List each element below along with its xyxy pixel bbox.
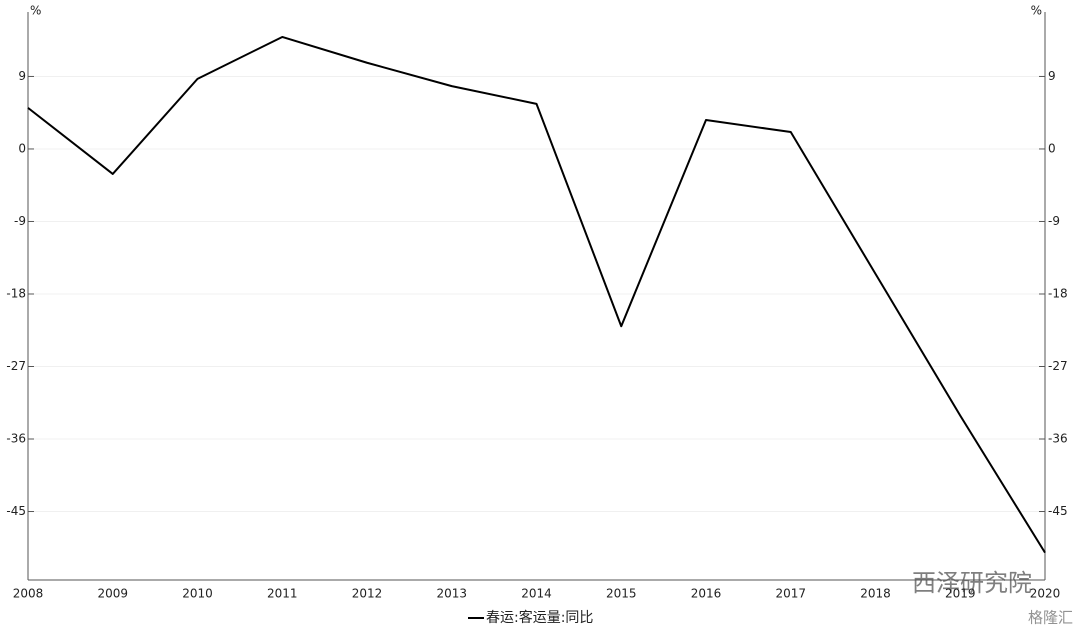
y2-tick-label: 0 — [1048, 141, 1056, 155]
y-tick-label: -18 — [6, 286, 26, 300]
watermark-account: 西泽研究院 — [912, 569, 1032, 597]
y2-tick-label: -27 — [1048, 359, 1068, 373]
y2-tick-label: -18 — [1048, 286, 1068, 300]
x-tick-label: 2008 — [13, 587, 44, 601]
x-tick-label: 2015 — [606, 587, 637, 601]
x-tick-label: 2017 — [775, 587, 806, 601]
y-tick-label: -27 — [6, 359, 26, 373]
x-tick-label: 2012 — [352, 587, 383, 601]
x-tick-label: 2011 — [267, 587, 298, 601]
y-unit: % — [30, 4, 41, 18]
x-tick-label: 2013 — [436, 587, 467, 601]
y2-tick-label: -36 — [1048, 432, 1068, 446]
y2-tick-label: -9 — [1048, 214, 1060, 228]
y2-unit: % — [1031, 4, 1042, 18]
x-tick-label: 2016 — [691, 587, 722, 601]
legend-label: 春运:客运量:同比 — [486, 609, 593, 626]
watermark-source: 格隆汇 — [1028, 609, 1073, 627]
x-tick-label: 2009 — [97, 587, 128, 601]
y-tick-label: -9 — [14, 214, 26, 228]
y2-tick-label: -45 — [1048, 504, 1068, 518]
x-tick-label: 2020 — [1030, 587, 1061, 601]
y-tick-label: -45 — [6, 504, 26, 518]
y-tick-label: -36 — [6, 432, 26, 446]
x-tick-label: 2010 — [182, 587, 213, 601]
x-tick-label: 2014 — [521, 587, 552, 601]
x-tick-label: 2019 — [945, 587, 976, 601]
y-tick-label: 9 — [18, 69, 26, 83]
y-tick-label: 0 — [18, 141, 26, 155]
line-series — [27, 35, 1046, 554]
x-tick-label: 2018 — [860, 587, 891, 601]
y2-tick-label: 9 — [1048, 69, 1056, 83]
